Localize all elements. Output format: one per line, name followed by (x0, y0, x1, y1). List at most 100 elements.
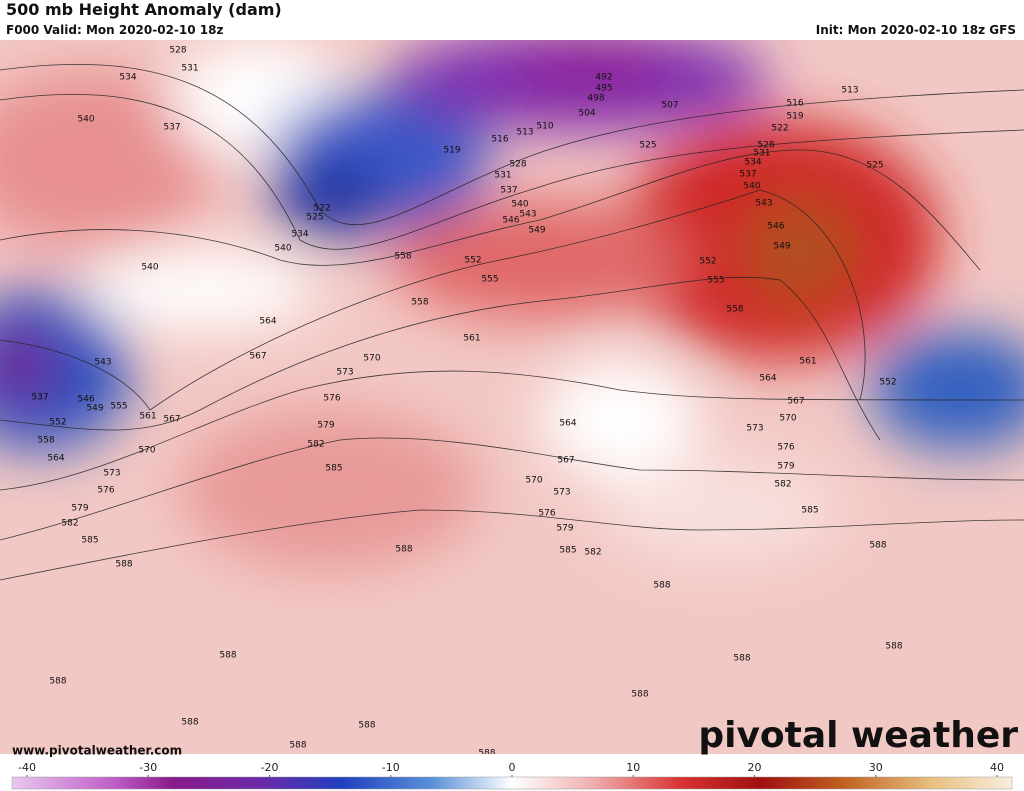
contour-label: 567 (163, 415, 180, 425)
contour-label: 558 (726, 305, 743, 315)
contour-label: 513 (841, 86, 858, 96)
anomaly-field (0, 40, 1024, 763)
contour-label: 528 (169, 46, 186, 56)
contour-label: 552 (49, 418, 66, 428)
contour-label: 564 (47, 454, 64, 464)
contour-label: 579 (777, 462, 794, 472)
contour-label: 540 (274, 244, 291, 254)
contour-label: 537 (739, 170, 756, 180)
contour-label: 561 (139, 412, 156, 422)
logo: pivotal weather (698, 715, 1018, 756)
contour-label: 576 (323, 394, 340, 404)
contour-label: 588 (181, 718, 198, 728)
contour-label: 516 (786, 99, 803, 109)
contour-label: 537 (500, 186, 517, 196)
contour-label: 576 (538, 509, 555, 519)
contour-label: 582 (584, 548, 601, 558)
colorbar-tick-label: -10 (382, 761, 400, 774)
contour-label: 588 (631, 690, 648, 700)
contour-label: 576 (777, 443, 794, 453)
contour-label: 522 (771, 124, 788, 134)
contour-label: 510 (536, 122, 553, 132)
contour-label: 588 (478, 749, 495, 759)
valid-time: F000 Valid: Mon 2020-02-10 18z (6, 23, 224, 37)
contour-label: 561 (799, 357, 816, 367)
contour-label: 570 (779, 414, 796, 424)
contour-label: 507 (661, 101, 678, 111)
contour-label: 528 (509, 160, 526, 170)
contour-label: 552 (699, 257, 716, 267)
contour-label: 582 (61, 519, 78, 529)
contour-label: 540 (743, 182, 760, 192)
contour-label: 588 (395, 545, 412, 555)
contour-label: 573 (336, 368, 353, 378)
colorbar-tick-label: -40 (18, 761, 36, 774)
contour-label: 576 (97, 486, 114, 496)
contour-label: 573 (103, 469, 120, 479)
contour-label: 588 (358, 721, 375, 731)
contour-label: 495 (595, 84, 612, 94)
contour-label: 588 (219, 651, 236, 661)
contour-label: 564 (559, 419, 576, 429)
contour-label: 546 (502, 216, 519, 226)
colorbar-tick-label: 40 (990, 761, 1004, 774)
contour-label: 519 (443, 146, 460, 156)
contour-label: 525 (306, 213, 323, 223)
title: 500 mb Height Anomaly (dam) (6, 0, 282, 19)
contour-label: 564 (759, 374, 776, 384)
contour-label: 585 (325, 464, 342, 474)
contour-label: 534 (744, 158, 761, 168)
contour-label: 555 (481, 275, 498, 285)
contour-label: 585 (801, 506, 818, 516)
contour-label: 564 (259, 317, 276, 327)
contour-label: 579 (317, 421, 334, 431)
contour-label: 540 (511, 200, 528, 210)
contour-label: 585 (559, 546, 576, 556)
contour-label: 570 (363, 354, 380, 364)
contour-label: 579 (71, 504, 88, 514)
contour-label: 540 (141, 263, 158, 273)
colorbar-tick-label: -30 (139, 761, 157, 774)
contour-label: 543 (755, 199, 772, 209)
contour-label: 567 (787, 397, 804, 407)
contour-label: 585 (81, 536, 98, 546)
contour-label: 492 (595, 73, 612, 83)
contour-label: 588 (49, 677, 66, 687)
contour-label: 531 (753, 149, 770, 159)
contour-label: 549 (86, 404, 103, 414)
contour-label: 525 (866, 161, 883, 171)
contour-label: 582 (774, 480, 791, 490)
contour-label: 549 (528, 226, 545, 236)
contour-label: 588 (869, 541, 886, 551)
colorbar-tick-label: 20 (748, 761, 762, 774)
contour-label: 561 (463, 334, 480, 344)
contour-label: 549 (773, 242, 790, 252)
init-time: Init: Mon 2020-02-10 18z GFS (815, 23, 1016, 37)
colorbar (11, 776, 1013, 790)
colorbar-tick-label: 10 (626, 761, 640, 774)
contour-label: 519 (786, 112, 803, 122)
contour-lines (0, 63, 1024, 581)
contour-label: 498 (587, 94, 604, 104)
contour-label: 543 (519, 210, 536, 220)
contour-label: 543 (94, 358, 111, 368)
contour-label: 531 (181, 64, 198, 74)
contour-label: 534 (291, 230, 308, 240)
colorbar-tick-label: 30 (869, 761, 883, 774)
contour-label: 504 (578, 109, 595, 119)
contour-label: 570 (525, 476, 542, 486)
contour-label: 546 (77, 395, 94, 405)
contour-label: 555 (110, 402, 127, 412)
contour-label: 531 (494, 171, 511, 181)
contour-label: 525 (639, 141, 656, 151)
contour-label: 573 (553, 488, 570, 498)
contour-label: 558 (411, 298, 428, 308)
colorbar-tick-label: 0 (509, 761, 516, 774)
contour-label: 582 (307, 440, 324, 450)
colorbar-tick-label: -20 (261, 761, 279, 774)
contour-label: 567 (249, 352, 266, 362)
contour-label: 558 (394, 252, 411, 262)
